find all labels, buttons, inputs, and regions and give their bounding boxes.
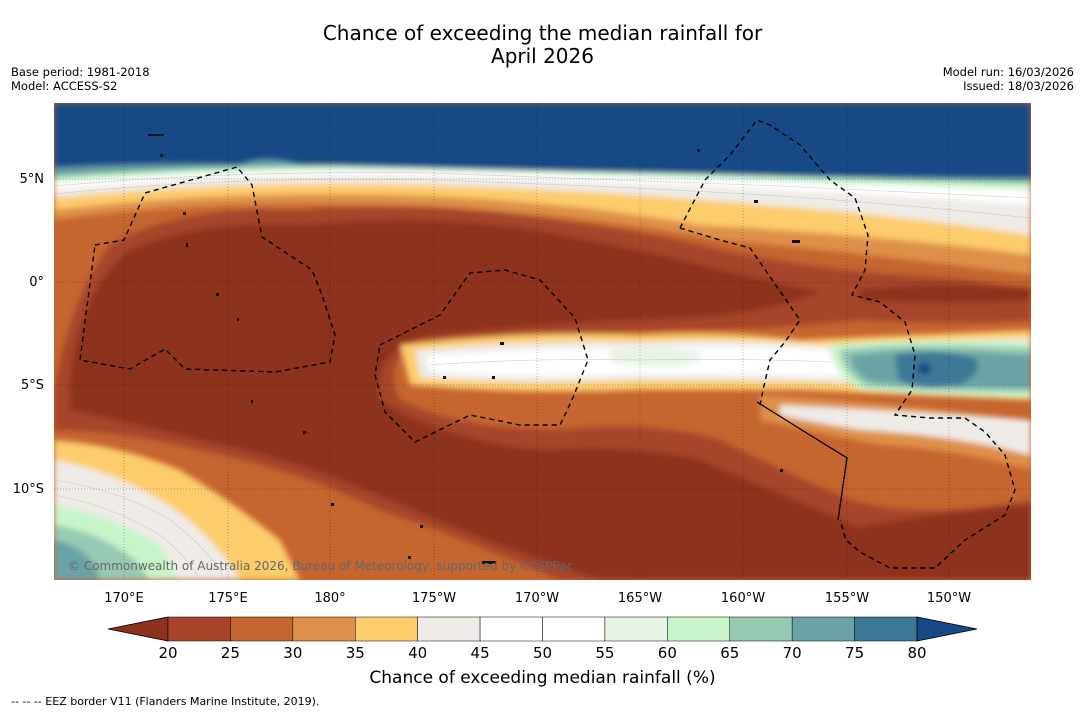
eez-footnote: -- -- -- EEZ border V11 (Flanders Marine… <box>11 695 320 708</box>
map-panel: © Commonwealth of Australia 2026, Bureau… <box>54 103 1031 580</box>
colorbar-tick-label: 45 <box>471 644 490 662</box>
lon-labels: 170°E 175°E 180° 175°W 170°W 165°W 160°W… <box>104 591 971 606</box>
eez-borders <box>79 119 1016 569</box>
lon-label-175w: 175°W <box>412 591 456 606</box>
field-driest-ne <box>860 285 1031 303</box>
lon-label-150w: 150°W <box>927 591 971 606</box>
colorbar-tick-label: 75 <box>845 644 864 662</box>
colorbar-tick-label: 30 <box>283 644 302 662</box>
lon-label-175e: 175°E <box>208 591 248 606</box>
colorbar-tick-label: 70 <box>783 644 802 662</box>
model-name: Model: ACCESS-S2 <box>11 79 118 93</box>
title-line-2: April 2026 <box>491 44 594 68</box>
colorbar-swatch <box>230 616 294 642</box>
base-period: Base period: 1981-2018 <box>11 65 150 79</box>
lat-label-0: 0° <box>29 275 44 290</box>
colorbar-tick-label: 55 <box>595 644 614 662</box>
eez-kiribati-gilbert <box>79 166 336 373</box>
colorbar-tick-label: 40 <box>408 644 427 662</box>
model-run: Model run: 16/03/2026 <box>942 65 1074 79</box>
meta-right: Model run: 16/03/2026 Issued: 18/03/2026 <box>943 65 1074 93</box>
copyright-text: © Commonwealth of Australia 2026, Bureau… <box>68 559 573 573</box>
colorbar-swatch <box>854 616 918 642</box>
colorbar-swatch <box>479 616 543 642</box>
colorbar-tick-label: 60 <box>658 644 677 662</box>
colorbar: 20 25 30 35 40 45 50 55 60 65 70 75 80 <box>107 616 978 662</box>
colorbar-swatch <box>355 616 418 642</box>
colorbar-swatch <box>729 616 793 642</box>
lon-label-170w: 170°W <box>515 591 559 606</box>
colorbar-high-extension <box>916 616 978 642</box>
colorbar-title: Chance of exceeding median rainfall (%) <box>369 668 716 688</box>
islands <box>148 134 800 564</box>
colorbar-low-extension <box>107 616 169 642</box>
issued-date: Issued: 18/03/2026 <box>963 79 1074 93</box>
lat-label-5s: 5°S <box>21 378 44 393</box>
field-ribbon-blue <box>895 351 978 388</box>
colorbar-tick-label: 65 <box>720 644 739 662</box>
field-driest-se <box>840 505 1031 580</box>
colorbar-tick-label: 35 <box>346 644 365 662</box>
field-se-white <box>780 405 1031 455</box>
map-title: Chance of exceeding the median rainfall … <box>0 22 1085 68</box>
meta-left: Base period: 1981-2018 Model: ACCESS-S2 <box>11 65 150 93</box>
contour-lines <box>54 172 1031 580</box>
lat-labels: 5°N 0° 5°S 10°S <box>13 172 44 497</box>
field-driest-core <box>70 220 1031 580</box>
title-line-1: Chance of exceeding the median rainfall … <box>322 21 763 45</box>
lon-label-155w: 155°W <box>825 591 869 606</box>
lon-label-165w: 165°W <box>618 591 662 606</box>
colorbar-swatch <box>417 616 481 642</box>
colorbar-swatch <box>667 616 730 642</box>
lon-label-180: 180° <box>314 591 345 606</box>
lat-label-10s: 10°S <box>13 482 44 497</box>
colorbar-swatch <box>167 616 231 642</box>
field-ribbon-greenpatch <box>610 347 701 367</box>
field-ribbon-darkblue <box>918 362 932 375</box>
eez-line-mid <box>679 227 801 406</box>
eez-kiribati-phoenix <box>374 269 589 443</box>
field-north-blue <box>54 103 1031 178</box>
lon-label-170e: 170°E <box>104 591 144 606</box>
colorbar-tick-label: 25 <box>221 644 240 662</box>
colorbar-swatch <box>542 616 606 642</box>
colorbar-swatch <box>604 616 668 642</box>
gridlines <box>54 103 1031 580</box>
eez-kiribati-line <box>679 119 1016 569</box>
colorbar-tick-label: 50 <box>533 644 552 662</box>
eez-solid-segment <box>756 401 848 521</box>
colorbar-swatch <box>292 616 356 642</box>
lat-label-5n: 5°N <box>20 172 45 187</box>
colorbar-tick-label: 20 <box>158 644 177 662</box>
field-south-deepteal <box>54 540 100 580</box>
colorbar-swatch <box>791 616 855 642</box>
lon-label-160w: 160°W <box>721 591 765 606</box>
colorbar-tick-label: 80 <box>907 644 926 662</box>
